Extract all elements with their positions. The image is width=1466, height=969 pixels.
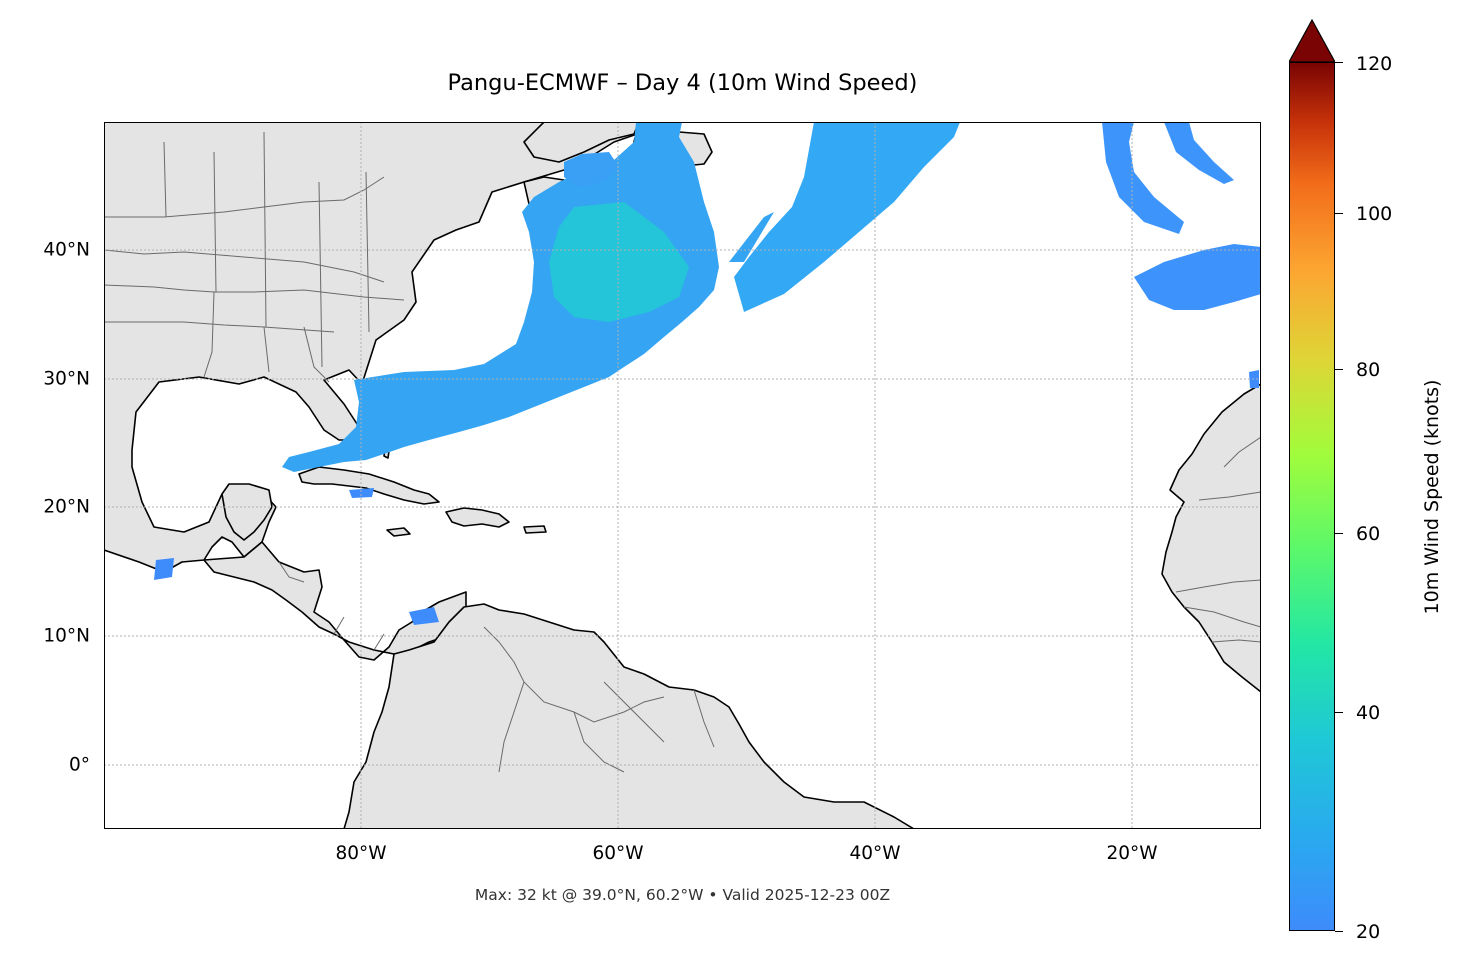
lat-label-30n: 30°N — [43, 368, 90, 390]
puerto-rico-island — [523, 525, 547, 534]
gridlines-layer — [104, 122, 1261, 829]
jamaica-island — [386, 527, 411, 537]
wind-band-mid-atlantic — [734, 122, 960, 312]
wind-band-far-east-upper — [1102, 122, 1184, 234]
africa-land — [1161, 383, 1261, 693]
colorbar-tick — [1335, 213, 1343, 215]
max-wind-caption: Max: 32 kt @ 39.0°N, 60.2°W • Valid 2025… — [474, 886, 891, 904]
lat-label-10n: 10°N — [43, 625, 90, 647]
wind-core — [549, 202, 689, 322]
colorbar-tick — [1335, 62, 1343, 64]
map-panel[interactable] — [104, 122, 1261, 829]
borders-layer — [104, 131, 1261, 773]
colorbar-tick — [1335, 533, 1343, 535]
colorbar-tick-label-20: 20 — [1356, 921, 1381, 943]
colorbar-extend-arrow — [1289, 18, 1335, 63]
map-title: Pangu-ECMWF – Day 4 (10m Wind Speed) — [447, 70, 918, 96]
wind-band-far-east-arc — [1164, 122, 1234, 184]
colorbar-tick — [1335, 931, 1343, 933]
lat-label-20n: 20°N — [43, 496, 90, 518]
lon-label-60w: 60°W — [592, 843, 644, 864]
colorbar-tick-label-40: 40 — [1356, 702, 1381, 724]
wind-field-layer — [154, 122, 1261, 625]
map-canvas — [104, 122, 1261, 829]
colorbar — [1289, 62, 1335, 931]
wind-patch-cuba-south — [349, 488, 374, 498]
lon-label-20w: 20°W — [1106, 843, 1158, 864]
colorbar-label: 10m Wind Speed (knots) — [1421, 379, 1443, 615]
colorbar-tick — [1335, 712, 1343, 714]
wind-patch-canada — [564, 152, 619, 187]
wind-patch-caribbean-1 — [409, 607, 439, 625]
wind-patch-pacific — [154, 558, 174, 580]
lon-label-80w: 80°W — [335, 843, 387, 864]
lat-label-0: 0° — [68, 754, 90, 776]
colorbar-tick-label-100: 100 — [1356, 203, 1393, 225]
yucatan-land — [221, 483, 273, 541]
colorbar-tick-label-80: 80 — [1356, 359, 1381, 381]
north-america-land — [104, 122, 665, 573]
colorbar-tick — [1335, 369, 1343, 371]
hispaniola-island — [445, 507, 510, 528]
south-america-land — [343, 603, 915, 829]
colorbar-tick-label-120: 120 — [1356, 53, 1393, 75]
wind-band-azores — [1134, 244, 1261, 310]
lon-label-40w: 40°W — [849, 843, 901, 864]
colorbar-tick-label-60: 60 — [1356, 523, 1381, 545]
cuba-island — [298, 466, 440, 505]
lat-label-40n: 40°N — [43, 239, 90, 261]
